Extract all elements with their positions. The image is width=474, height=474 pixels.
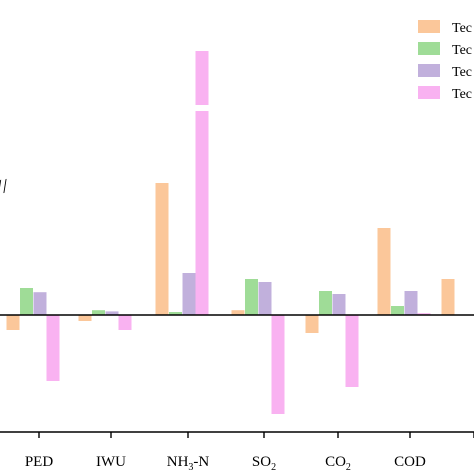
bar-IWU-series-1: [78, 315, 92, 321]
legend-swatch-1: [418, 20, 440, 33]
bar-PED-series-4: [46, 315, 60, 381]
bar-NH3-N-series-1: [155, 183, 169, 315]
bar-COD-series-4: [417, 313, 431, 315]
bar-SO2-series-3: [258, 282, 272, 315]
bar-PED-series-1: [6, 315, 20, 330]
legend-label-4: Tec: [452, 87, 472, 102]
legend-label-2: Tec: [452, 43, 472, 58]
x-tick-label-SO2: SO2: [252, 454, 276, 473]
bar-PED-series-3: [33, 292, 47, 315]
bar-COD-series-1: [377, 228, 391, 315]
legend-swatch-3: [418, 64, 440, 77]
bar-CO2-series-2: [319, 291, 332, 315]
bar-IWU-series-2: [92, 310, 105, 315]
bar-NH3-N-series-4-lower: [195, 111, 209, 315]
bar-NH3-N-series-2: [169, 312, 182, 315]
bar-SO2-series-1: [231, 310, 245, 315]
bar-NH3-N-series-4-upper: [195, 51, 209, 105]
bar-CO2-series-1: [305, 315, 319, 333]
x-tick-label-PED: PED: [25, 454, 54, 470]
axis-break-mark: //: [0, 175, 10, 199]
bar-NH3-N-series-3: [182, 273, 196, 315]
x-tick-labels-group: PED IWU NH3-N SO2 CO2 COD: [25, 454, 426, 473]
bars-group: [6, 51, 455, 414]
bar-PED-series-2: [20, 288, 33, 315]
legend-swatch-2: [418, 42, 440, 55]
bar-CO2-series-4: [345, 315, 359, 387]
bar-SO2-series-4: [271, 315, 285, 414]
legend-label-1: Tec: [452, 21, 472, 36]
legend-swatch-4: [418, 86, 440, 99]
x-tick-label-NH3-N: NH3-N: [167, 454, 210, 473]
bar-COD-series-2: [391, 306, 404, 315]
legend: Tec Tec Tec Tec: [418, 20, 472, 102]
x-tick-label-IWU: IWU: [96, 454, 126, 470]
legend-label-3: Tec: [452, 65, 472, 80]
bar-IWU-series-4: [118, 315, 132, 330]
x-tick-label-COD: COD: [394, 454, 426, 470]
x-ticks-group: [38, 432, 474, 438]
bar-COD-series-3: [404, 291, 418, 315]
bar-SO2-series-2: [245, 279, 258, 315]
bar-extra-series-1: [441, 279, 455, 315]
x-tick-label-CO2: CO2: [325, 454, 351, 473]
bar-CO2-series-3: [332, 294, 346, 315]
bar-IWU-series-3: [105, 311, 119, 315]
